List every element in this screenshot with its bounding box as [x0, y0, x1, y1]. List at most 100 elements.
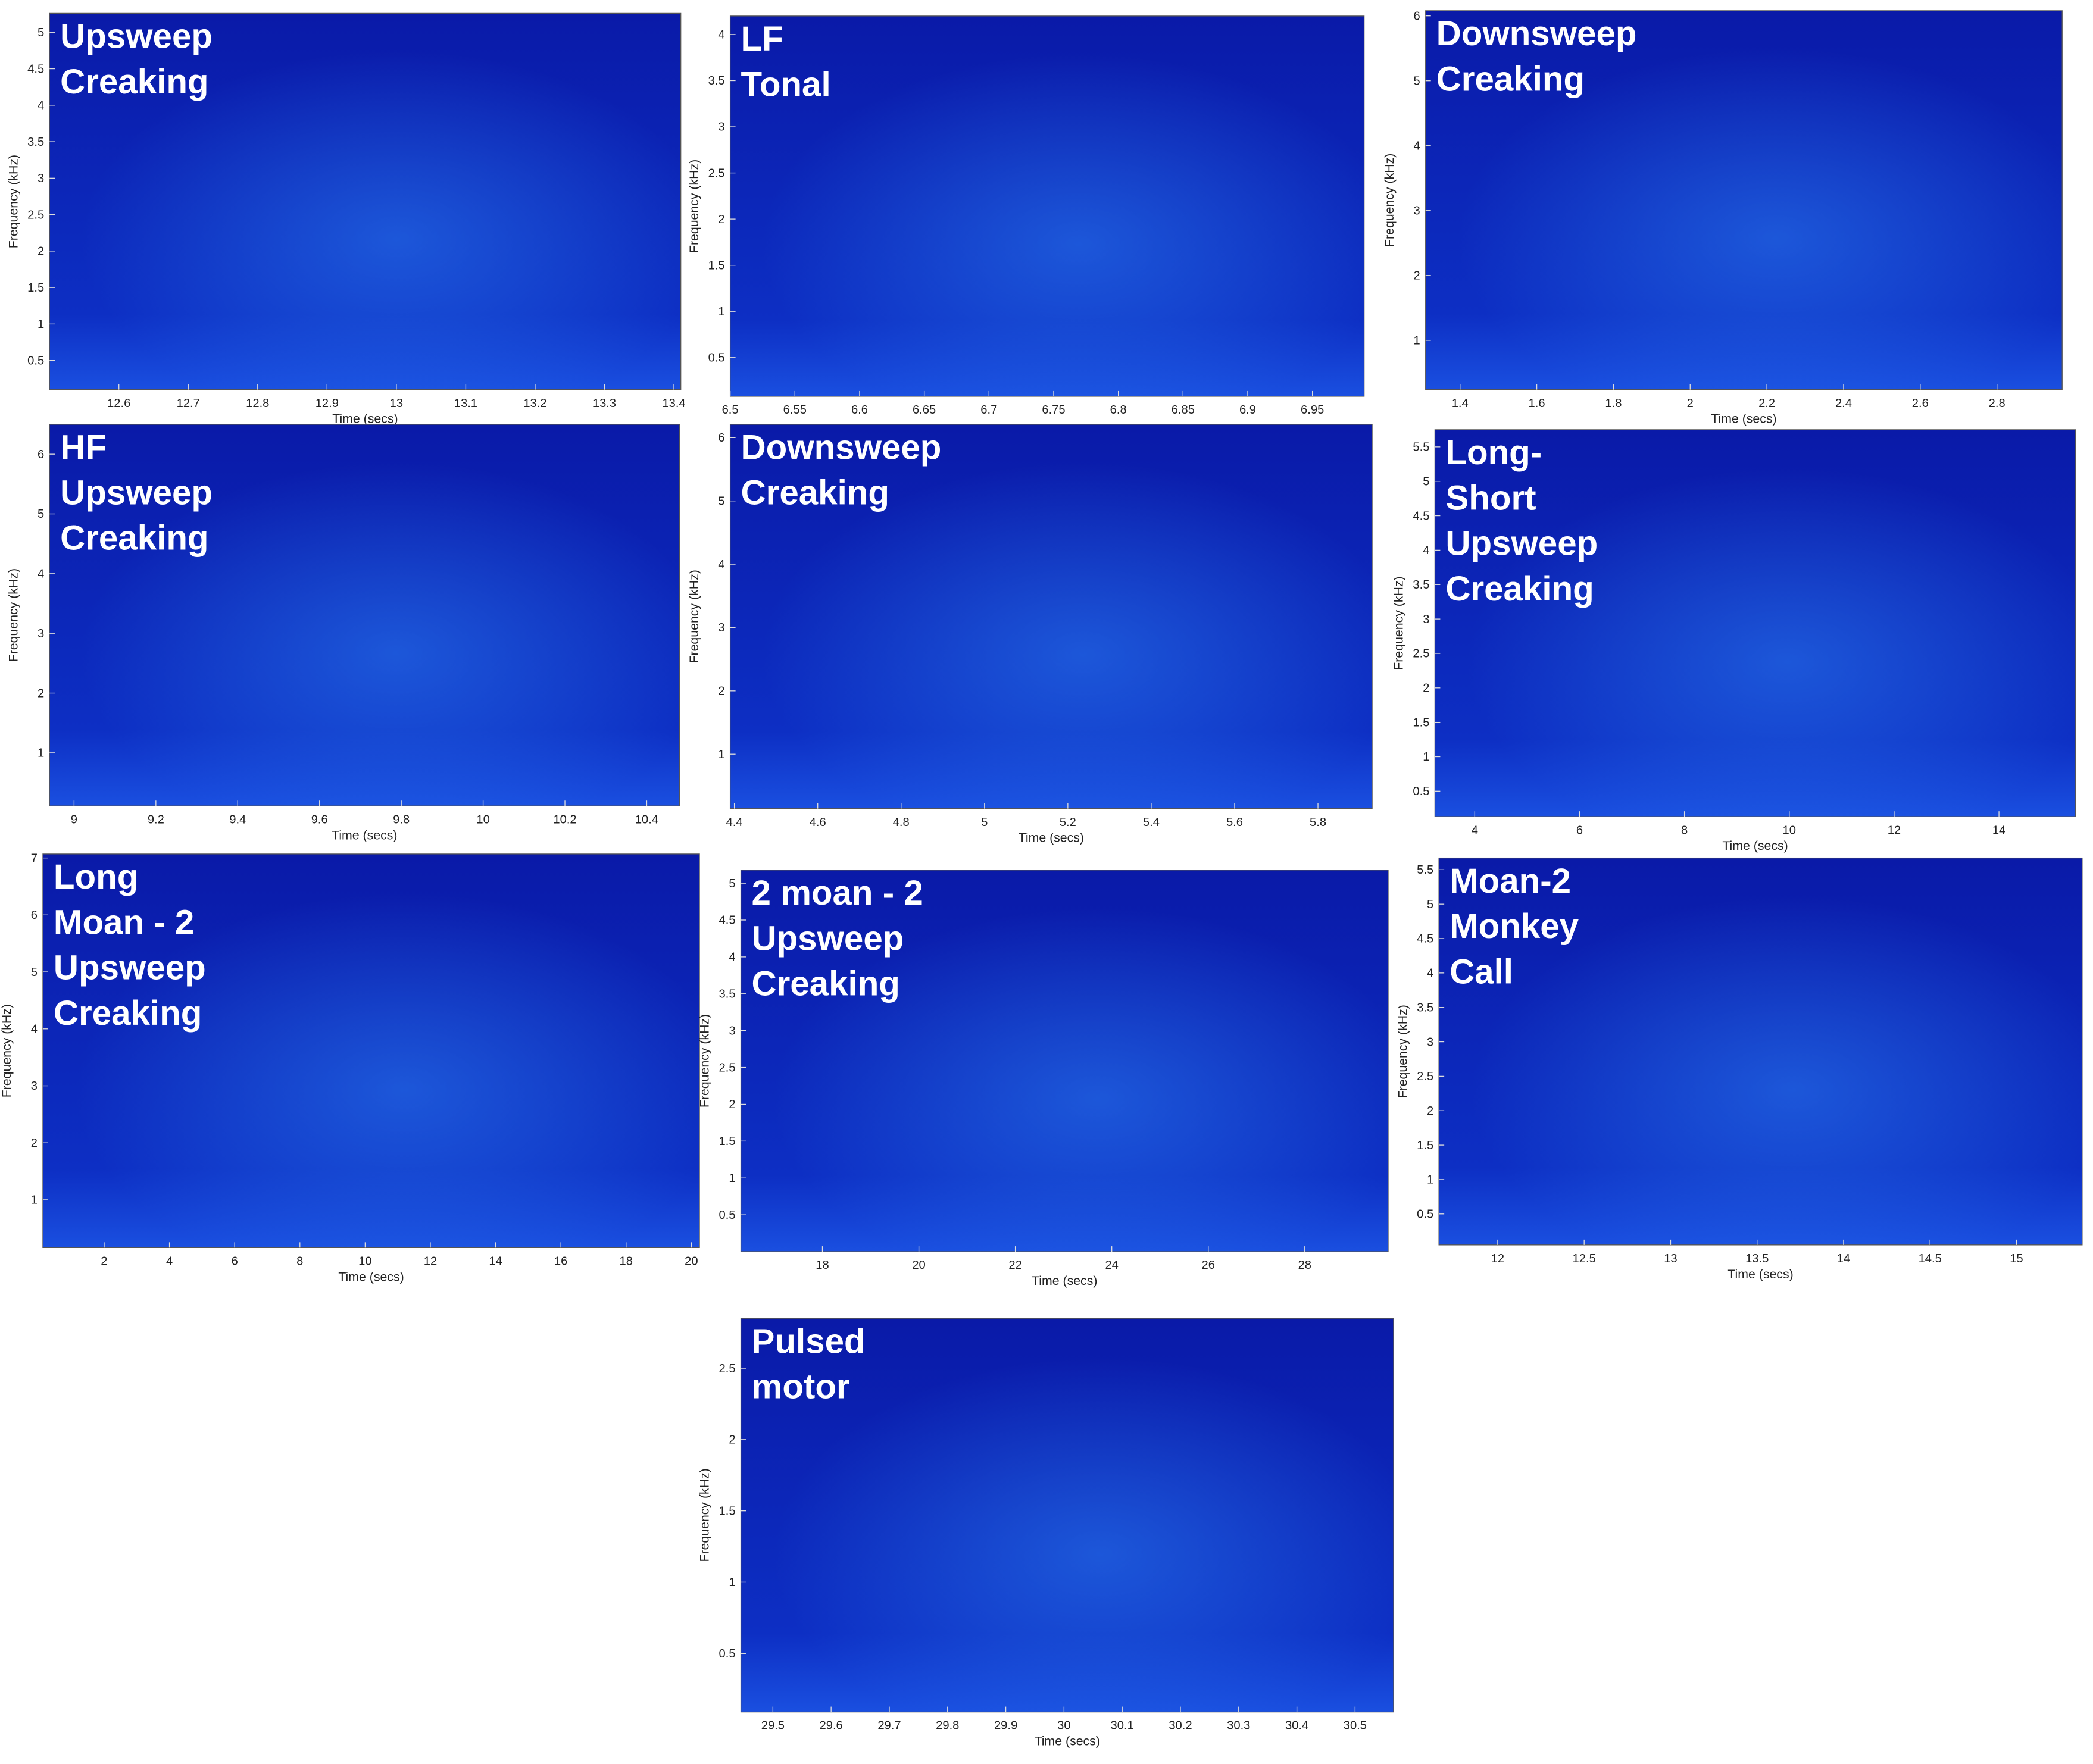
x-tick-label: 1.6	[1529, 397, 1545, 410]
x-axis-label: Time (secs)	[1711, 412, 1776, 426]
y-tick-label: 2.5	[27, 208, 44, 221]
y-tick-label: 1	[718, 748, 724, 761]
plot-frame	[740, 870, 1389, 1252]
plot-frame	[1438, 857, 2083, 1246]
x-tick-label: 9.8	[393, 813, 410, 826]
panel-title: Creaking	[752, 965, 900, 1003]
y-tick-label: 6	[31, 909, 38, 922]
x-tick-label: 6	[1576, 824, 1583, 837]
y-tick-label: 2	[718, 685, 724, 698]
x-tick-label: 18	[816, 1259, 829, 1272]
x-tick-label: 30.1	[1111, 1719, 1134, 1732]
y-tick-label: 6	[38, 448, 44, 461]
y-tick-label: 6	[718, 431, 724, 445]
spectrogram-glow	[730, 15, 1364, 396]
x-tick-label: 4.6	[810, 816, 826, 829]
x-tick-label: 8	[296, 1255, 303, 1268]
spectrogram-glow	[741, 1318, 1394, 1712]
y-tick-label: 2.5	[1417, 1070, 1433, 1083]
x-tick-label: 6.95	[1301, 404, 1324, 417]
plot-frame	[49, 12, 682, 390]
x-tick-label: 9.6	[311, 813, 328, 826]
x-tick-label: 30.4	[1285, 1719, 1308, 1732]
x-tick-label: 16	[554, 1255, 567, 1268]
y-tick-label: 1	[38, 747, 44, 760]
x-tick-label: 5.6	[1226, 816, 1243, 829]
x-tick-label: 18	[620, 1255, 633, 1268]
panel-title: LF	[741, 20, 783, 58]
y-tick-label: 5.5	[1417, 864, 1433, 877]
x-tick-label: 6.8	[1110, 404, 1127, 417]
y-tick-label: 1.5	[708, 259, 725, 272]
y-tick-label: 0.5	[719, 1647, 736, 1660]
spectrogram-glow	[49, 424, 680, 806]
y-tick-label: 3	[38, 627, 44, 640]
y-axis-label: Frequency (kHz)	[687, 159, 701, 253]
x-tick-label: 14	[489, 1255, 502, 1268]
plot-frame	[1425, 10, 2063, 390]
spectrogram-glow	[741, 870, 1388, 1252]
y-tick-label: 3.5	[1417, 1001, 1433, 1014]
y-tick-label: 5	[718, 495, 724, 508]
x-axis-label: Time (secs)	[332, 412, 398, 426]
panel-title: Creaking	[1445, 570, 1594, 608]
y-tick-label: 4.5	[1413, 509, 1429, 523]
y-tick-label: 4.5	[1417, 933, 1433, 946]
panel-title: Downsweep	[1436, 14, 1637, 53]
y-tick-label: 5	[38, 26, 44, 39]
y-tick-label: 1	[31, 1194, 38, 1207]
x-tick-label: 6.75	[1042, 404, 1065, 417]
y-tick-label: 4	[718, 558, 724, 571]
x-tick-label: 6.5	[722, 404, 739, 417]
panel-title: Upsweep	[1445, 524, 1598, 563]
x-tick-label: 2.6	[1912, 397, 1929, 410]
panel-title: Upsweep	[752, 919, 904, 958]
y-tick-label: 2	[729, 1098, 735, 1111]
x-tick-label: 6.55	[783, 404, 807, 417]
y-tick-label: 3.5	[1413, 578, 1429, 592]
x-tick-label: 20	[912, 1259, 925, 1272]
y-tick-label: 4.5	[27, 62, 44, 76]
y-tick-label: 4	[1423, 544, 1429, 557]
x-tick-label: 12	[424, 1255, 437, 1268]
plot-frame	[49, 424, 680, 806]
x-axis-label: Time (secs)	[332, 828, 397, 842]
panel-title: Creaking	[741, 473, 889, 512]
panel: 4 6 8 10 12 14 0.5 1 1.5 2 2.5 3 3.5 4 4.5 5 5.5 Time (se…	[1392, 429, 2076, 853]
x-tick-label: 29.8	[936, 1719, 959, 1732]
x-tick-label: 12	[1491, 1252, 1504, 1265]
y-tick-label: 2	[1414, 270, 1420, 283]
y-tick-label: 0.5	[1413, 785, 1429, 798]
y-axis-label: Frequency (kHz)	[687, 570, 701, 663]
panel: 9 9.2 9.4 9.6 9.8 10 10.2 10.4 1 2 3 4 5 6 Time (secs)…	[6, 424, 680, 842]
x-tick-label: 2.2	[1758, 397, 1775, 410]
y-tick-label: 1	[729, 1172, 735, 1185]
x-tick-label: 10.2	[553, 813, 576, 826]
y-axis-label: Frequency (kHz)	[0, 1004, 14, 1097]
y-tick-label: 3.5	[708, 74, 725, 87]
x-tick-label: 9.2	[148, 813, 164, 826]
y-tick-label: 0.5	[708, 351, 725, 364]
panel-title: Moan-2	[1450, 862, 1571, 900]
x-tick-label: 20	[685, 1255, 698, 1268]
x-axis-label: Time (secs)	[1032, 1274, 1097, 1288]
y-axis-label: Frequency (kHz)	[1392, 576, 1406, 670]
panel: 18 20 22 24 26 28 0.5 1 1.5 2 2.5 3 3.5 4 4.5 5 Time (se…	[698, 870, 1389, 1288]
y-tick-label: 1.5	[719, 1505, 736, 1518]
panel-title: Creaking	[54, 994, 202, 1033]
x-axis-label: Time (secs)	[1019, 831, 1084, 845]
y-tick-label: 3	[31, 1080, 38, 1093]
x-tick-label: 10	[1783, 824, 1796, 837]
y-tick-label: 0.5	[1417, 1208, 1433, 1221]
y-tick-label: 5.5	[1413, 441, 1429, 454]
y-tick-label: 2	[729, 1434, 735, 1447]
y-tick-label: 4	[38, 568, 44, 581]
panel-title: Monkey	[1450, 907, 1579, 946]
x-tick-label: 22	[1008, 1259, 1021, 1272]
y-tick-label: 3	[1423, 613, 1429, 626]
x-tick-label: 9	[71, 813, 77, 826]
panel-title: Short	[1445, 478, 1536, 517]
y-tick-label: 3	[718, 621, 724, 634]
x-tick-label: 4	[1472, 824, 1478, 837]
